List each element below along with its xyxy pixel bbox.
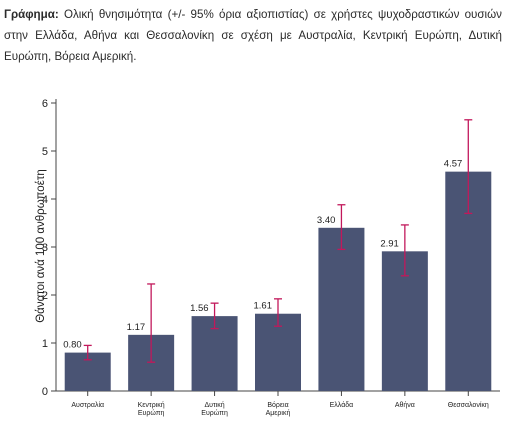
data-label: 1.61 [254,301,273,312]
chart-data-labels: 0.80 1.17 1.56 1.61 3.40 2.91 4.57 [63,159,462,351]
data-label: 1.56 [190,303,209,314]
x-category-label: Βόρεια [267,401,288,409]
y-tick-label: 1 [42,338,48,350]
chart-error-bars [83,119,473,363]
chart-bars [64,171,492,391]
y-tick-label: 0 [42,386,48,398]
x-category-label: Κεντρική [138,402,165,409]
y-tick-label: 4 [42,194,48,206]
y-tick-label: 5 [42,146,48,158]
x-category-label: Αυστραλία [71,401,104,409]
data-label: 3.40 [317,215,336,226]
data-label: 0.80 [63,340,82,351]
x-category-label: Θεσσαλονίκη [448,401,489,409]
caption-label: Γράφημα: [4,8,59,21]
data-label: 2.91 [380,238,399,249]
y-tick-label: 3 [42,242,48,254]
bar [318,227,365,391]
data-label: 1.17 [127,322,146,333]
y-axis-title: Θάνατοι ανά 100 ανθρωποέτη [35,169,47,323]
x-category-label: Ευρώπη [138,409,165,417]
caption-text: Ολική θνησιμότητα (+/- 95% όρια αξιοπιστ… [4,8,502,63]
x-category-label: Δυτική [204,402,224,409]
x-category-label: Ελλάδα [330,401,354,409]
y-tick-label: 2 [42,290,48,302]
data-label: 4.57 [444,159,463,170]
x-category-label: Ευρώπη [201,409,228,417]
chart-caption: Γράφημα: Ολική θνησιμότητα (+/- 95% όρια… [4,4,502,67]
chart-category-labels: Αυστραλία ΚεντρικήΕυρώπηΔυτικήΕυρώπηΒόρει… [71,401,489,417]
x-category-label: Αθήνα [395,402,415,409]
y-tick-label: 6 [42,98,48,110]
x-category-label: Αμερική [266,410,291,417]
